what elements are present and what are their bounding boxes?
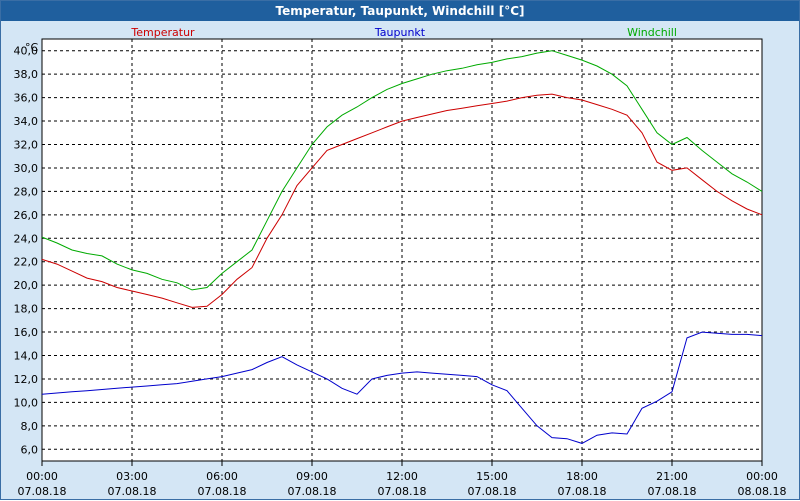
x-tick-time: 18:00: [566, 470, 598, 483]
y-tick-label: 36,0: [14, 92, 39, 105]
y-tick-label: 38,0: [14, 68, 39, 81]
x-tick-time: 03:00: [116, 470, 148, 483]
x-tick-time: 00:00: [746, 470, 778, 483]
series-lines: [41, 50, 763, 444]
x-tick-date: 07.08.18: [288, 485, 337, 498]
y-tick-label: 26,0: [14, 209, 39, 222]
x-axis: 00:00 07.08.18 03:00 07.08.18 06:00 07.08.18 0…: [18, 461, 787, 498]
x-tick-date: 07.08.18: [108, 485, 157, 498]
y-tick-label: 34,0: [14, 115, 39, 128]
y-tick-label: 6,0: [21, 443, 39, 456]
x-tick-time: 21:00: [656, 470, 688, 483]
y-tick-label: 10,0: [14, 396, 39, 409]
x-tick-time: 09:00: [296, 470, 328, 483]
x-tick-date: 08.08.18: [738, 485, 787, 498]
x-tick-date: 07.08.18: [468, 485, 517, 498]
series-line-taupunkt: [41, 331, 763, 444]
y-tick-label: 20,0: [14, 279, 39, 292]
x-tick-time: 06:00: [206, 470, 238, 483]
y-tick-label: 12,0: [14, 373, 39, 386]
legend-taupunkt: Taupunkt: [374, 26, 426, 39]
x-tick-date: 07.08.18: [18, 485, 67, 498]
y-tick-label: 24,0: [14, 232, 39, 245]
y-tick-label: 22,0: [14, 256, 39, 269]
y-axis: 6,0 8,0 10,0 12,0 14,0 16,0 18,0 20,0 22,0 24,0 26…: [14, 45, 39, 457]
x-tick-time: 15:00: [476, 470, 508, 483]
y-tick-label: 30,0: [14, 162, 39, 175]
y-tick-label: 16,0: [14, 326, 39, 339]
series-line-windchill: [41, 50, 763, 291]
y-tick-label: 18,0: [14, 303, 39, 316]
x-tick-date: 07.08.18: [198, 485, 247, 498]
y-tick-label: 8,0: [21, 420, 39, 433]
y-tick-label: 32,0: [14, 139, 39, 152]
window-title: Temperatur, Taupunkt, Windchill [°C]: [1, 1, 799, 21]
y-tick-label: 14,0: [14, 350, 39, 363]
x-tick-time: 12:00: [386, 470, 418, 483]
x-tick-date: 07.08.18: [558, 485, 607, 498]
y-tick-label: 28,0: [14, 185, 39, 198]
legend-temperatur: Temperatur: [130, 26, 195, 39]
y-axis-unit: °C: [25, 41, 39, 54]
grid: [42, 39, 762, 461]
x-tick-time: 00:00: [26, 470, 58, 483]
y-tick-label: 40,0: [14, 45, 39, 58]
x-tick-date: 07.08.18: [378, 485, 427, 498]
legend-windchill: Windchill: [627, 26, 677, 39]
x-tick-date: 07.08.18: [648, 485, 697, 498]
series-line-temperatur: [41, 93, 763, 308]
legend: Temperatur Taupunkt Windchill: [130, 26, 677, 39]
